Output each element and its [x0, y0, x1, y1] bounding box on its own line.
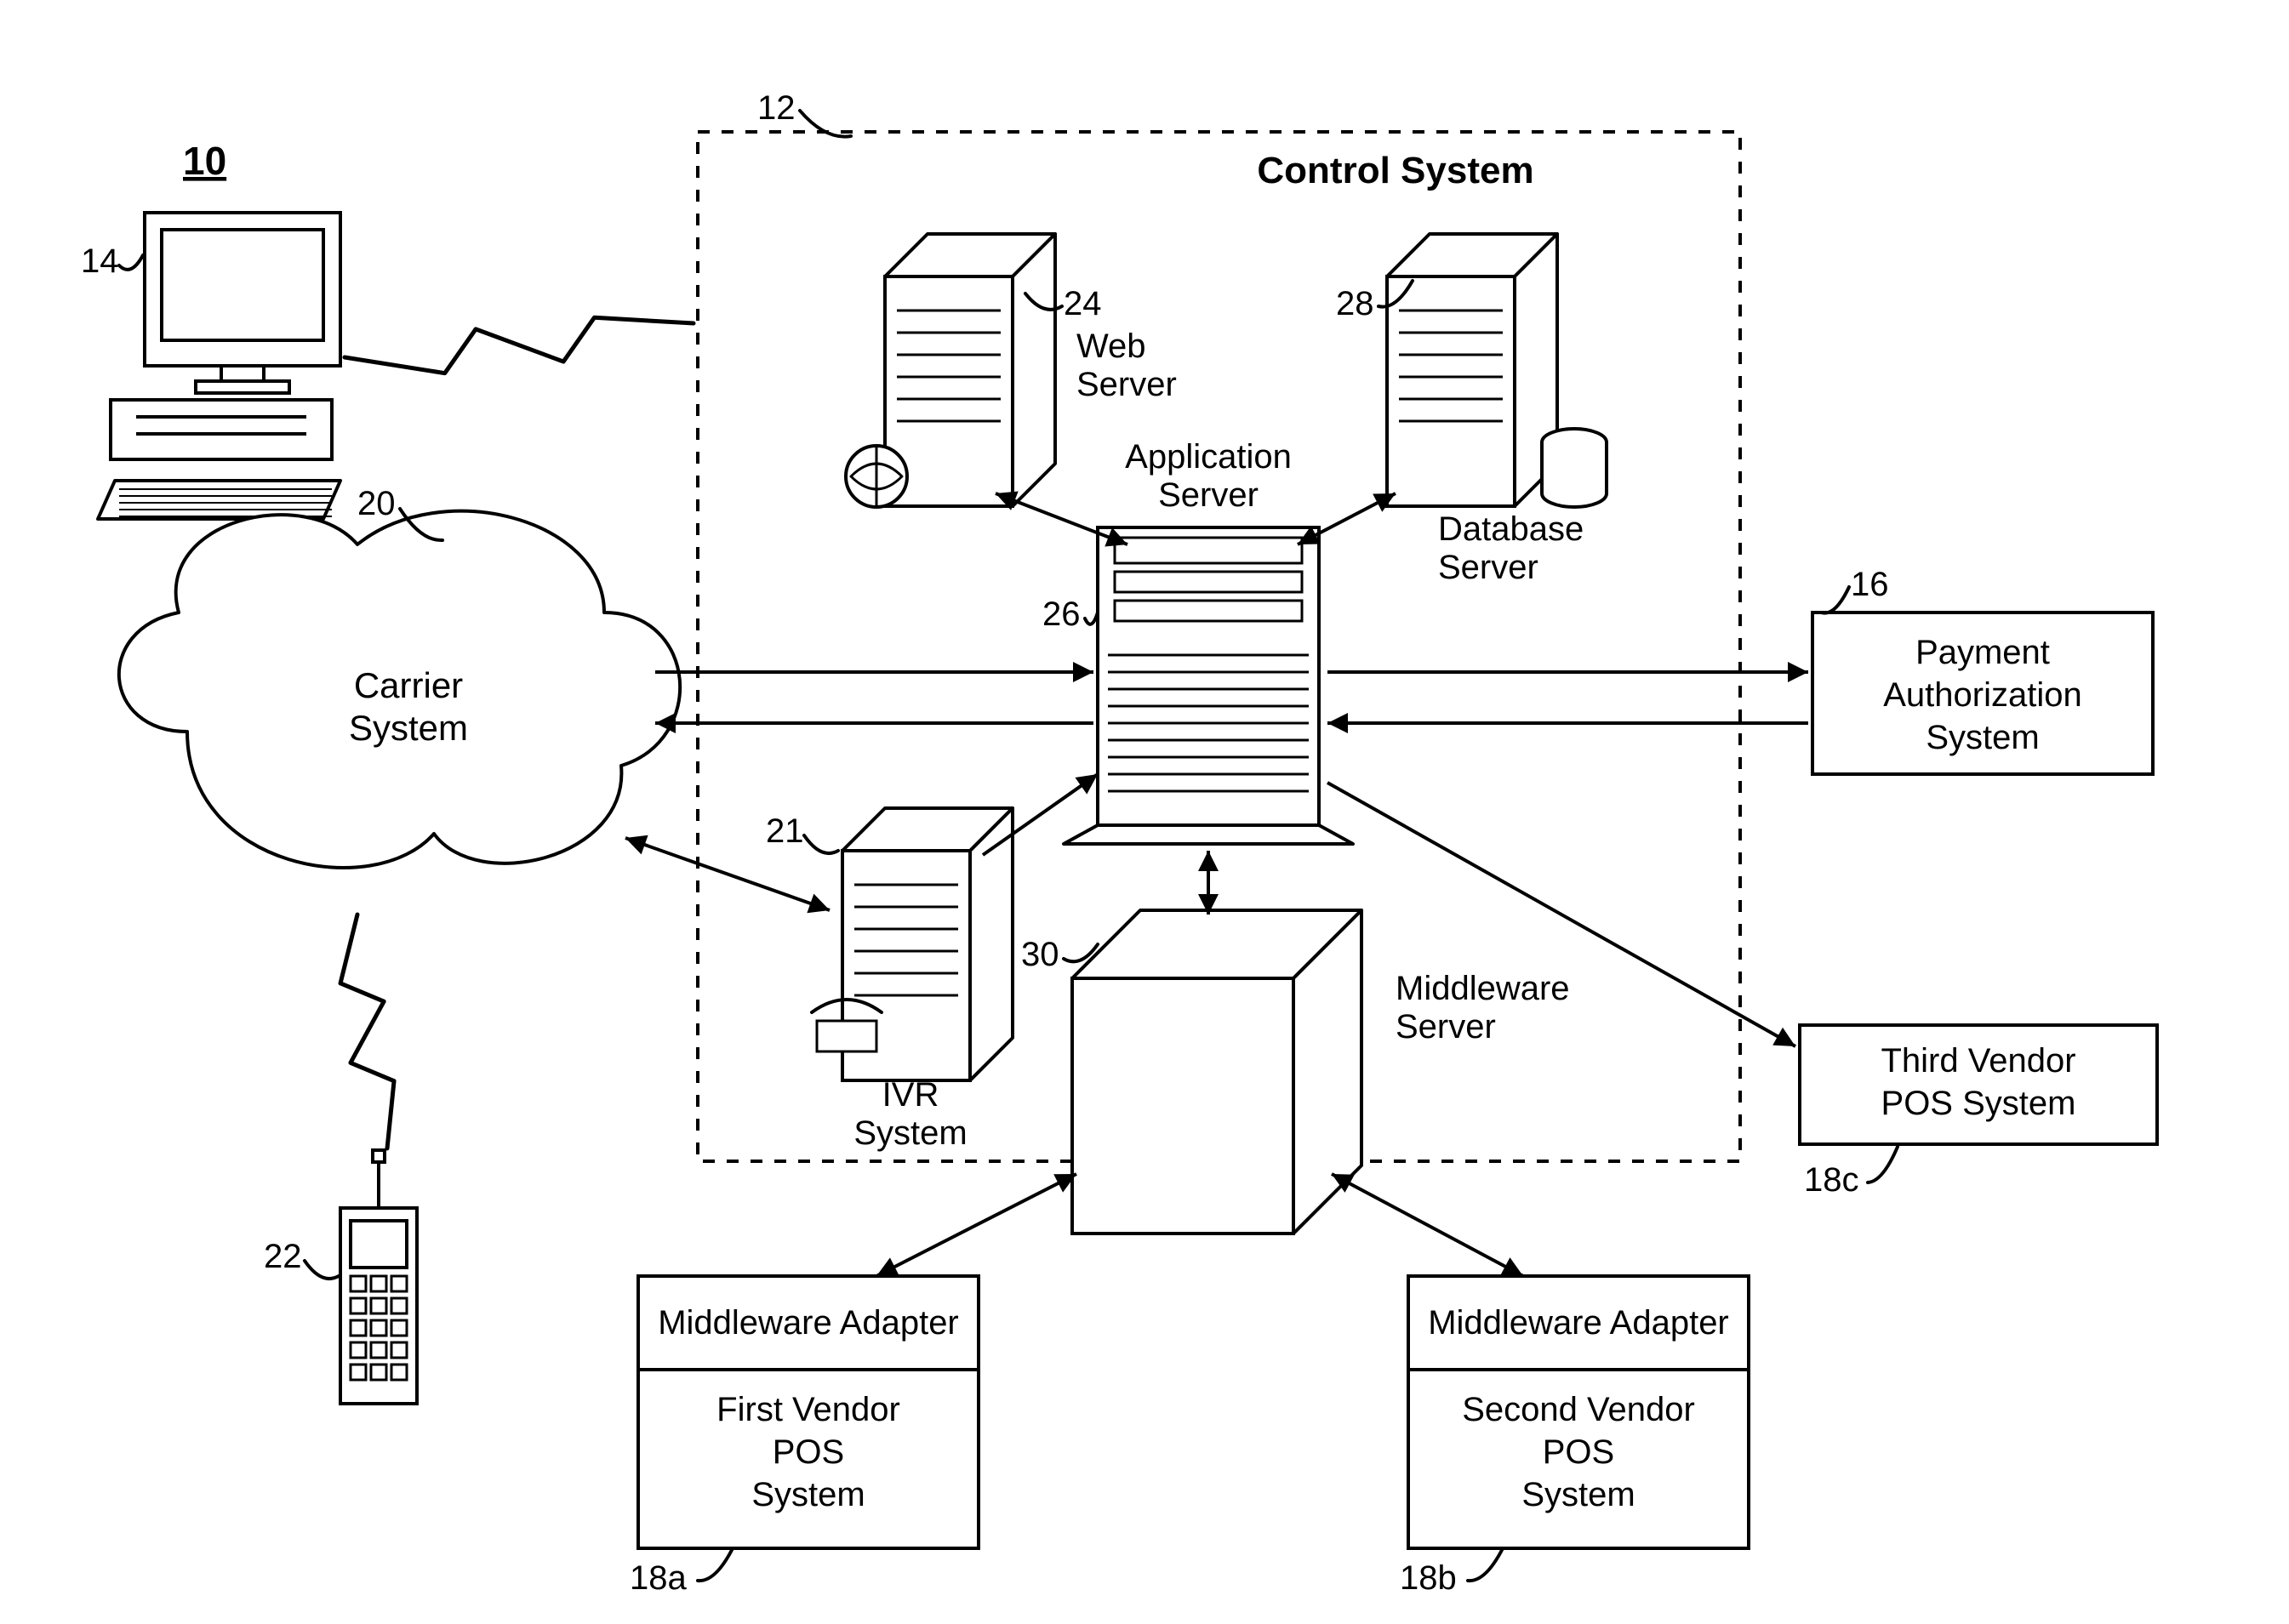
web-label-2: Server	[1076, 366, 1177, 403]
vendor1-l1: First Vendor	[716, 1391, 900, 1428]
carrier-label-2: System	[349, 708, 468, 748]
ref-20: 20	[357, 485, 396, 522]
pay-label-2: Authorization	[1883, 676, 2081, 714]
app-label-1: Application	[1125, 438, 1292, 476]
v3-label-2: POS System	[1881, 1085, 2076, 1122]
vendor1-adapter: Middleware Adapter	[658, 1304, 959, 1342]
v3-label-1: Third Vendor	[1881, 1042, 2075, 1080]
ivr-label-2: System	[853, 1114, 967, 1152]
vendor2-adapter: Middleware Adapter	[1428, 1304, 1729, 1342]
ref-30: 30	[1021, 936, 1059, 973]
vendor1-l2: POS	[773, 1433, 844, 1471]
ivr-label-1: IVR	[882, 1076, 939, 1114]
ref-10: 10	[183, 139, 226, 183]
ref-18a: 18a	[630, 1559, 687, 1597]
ref-21: 21	[766, 812, 804, 850]
ref-12: 12	[757, 89, 796, 127]
carrier-label-1: Carrier	[354, 665, 463, 705]
pay-label-3: System	[1926, 719, 2039, 756]
vendor2-l3: System	[1521, 1476, 1635, 1513]
web-label-1: Web	[1076, 328, 1146, 365]
db-label-1: Database	[1438, 510, 1584, 548]
ref-14: 14	[81, 242, 119, 280]
ref-16: 16	[1851, 566, 1889, 603]
db-label-2: Server	[1438, 549, 1538, 586]
vendor2-l2: POS	[1543, 1433, 1614, 1471]
mw-label-1: Middleware	[1396, 970, 1570, 1007]
vendor2-l1: Second Vendor	[1462, 1391, 1695, 1428]
ref-18c: 18c	[1804, 1161, 1859, 1199]
mw-label-2: Server	[1396, 1008, 1496, 1046]
pay-label-1: Payment	[1915, 634, 2050, 671]
ref-28: 28	[1336, 285, 1374, 322]
vendor1-l3: System	[751, 1476, 865, 1513]
ref-24: 24	[1064, 285, 1102, 322]
ref-26: 26	[1042, 595, 1081, 633]
control-system-title: Control System	[1257, 150, 1533, 191]
ref-18b: 18b	[1400, 1559, 1457, 1597]
ref-22: 22	[264, 1238, 302, 1275]
app-label-2: Server	[1158, 476, 1259, 514]
